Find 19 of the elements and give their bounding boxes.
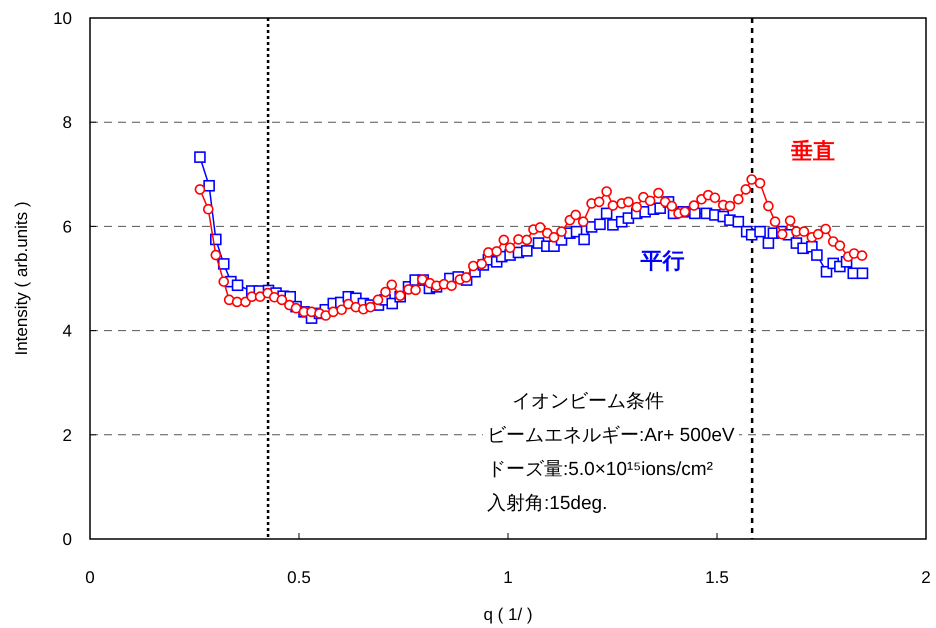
y-tick-label: 8 <box>62 113 72 132</box>
x-tick-label: 0 <box>85 568 95 587</box>
y-tick-label: 2 <box>62 426 72 445</box>
y-tick-label: 4 <box>62 322 72 341</box>
x-tick-label: 1.5 <box>705 568 729 587</box>
series-label: 平行 <box>640 248 685 274</box>
annotation: ドーズ量:5.0×10¹⁵ions/cm² <box>487 459 713 480</box>
x-tick-label: 1 <box>503 568 513 587</box>
x-axis-title: q ( 1/ ) <box>483 605 533 624</box>
y-tick-label: 0 <box>62 530 72 549</box>
y-tick-label: 10 <box>53 9 72 28</box>
y-tick-label: 6 <box>62 217 72 236</box>
y-axis-title: Intensity ( arb.units ) <box>12 201 31 356</box>
x-tick-label: 0.5 <box>287 568 311 587</box>
annotation: イオンビーム条件 <box>512 391 664 412</box>
series-label: 垂直 <box>790 138 836 164</box>
annotation: ビームエネルギー:Ar+ 500eV <box>487 425 735 446</box>
x-tick-label: 2 <box>921 568 931 587</box>
annotation: 入射角:15deg. <box>487 493 608 514</box>
